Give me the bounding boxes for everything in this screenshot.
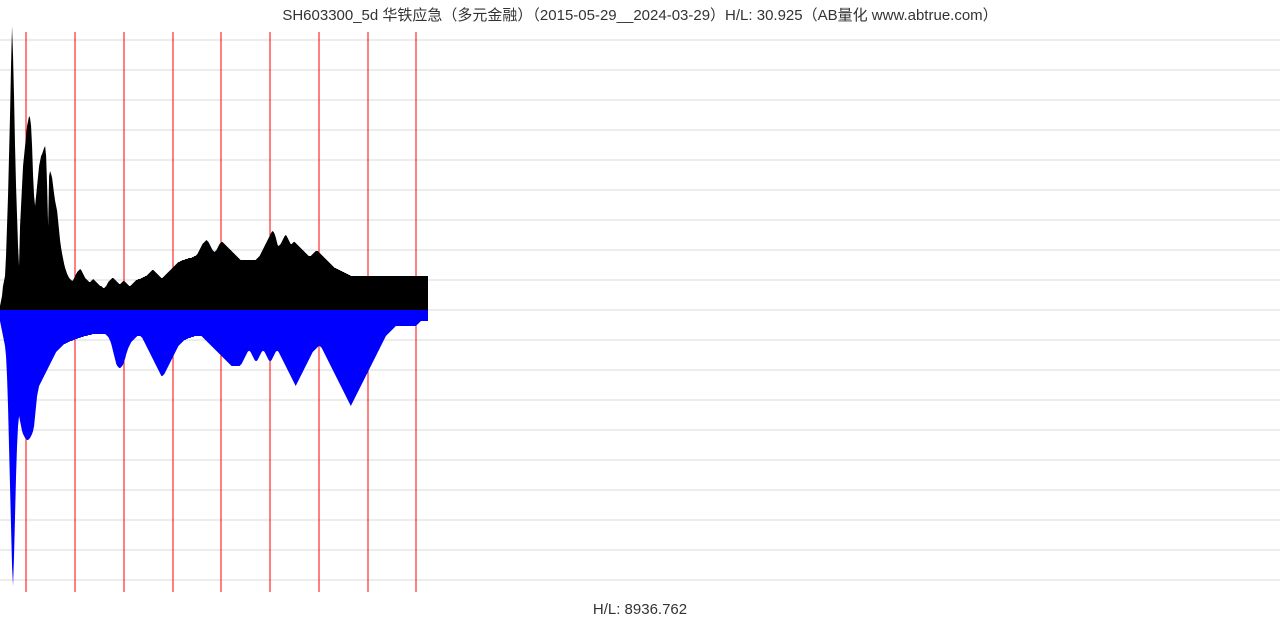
chart-title: SH603300_5d 华铁应急（多元金融）（2015-05-29__2024-…: [0, 4, 1280, 25]
chart-area: [0, 26, 1280, 606]
chart-svg: [0, 26, 1280, 606]
